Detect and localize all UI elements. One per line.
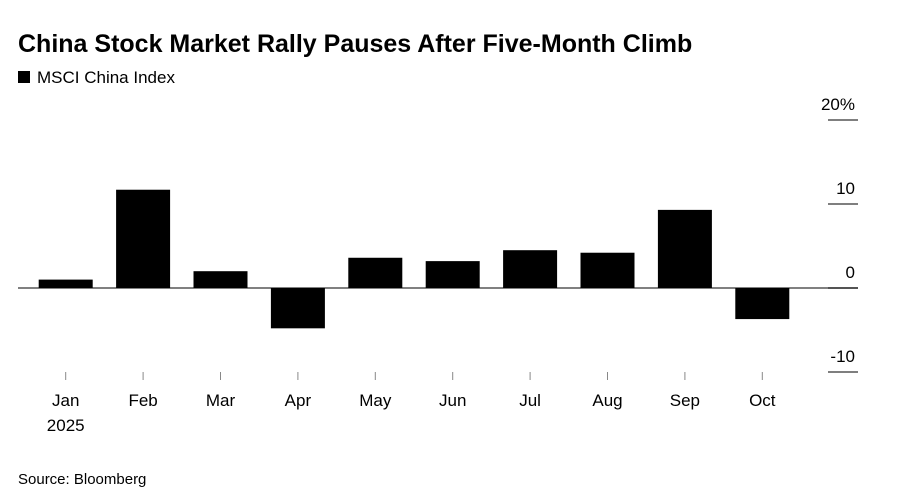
y-tick-label: 0 xyxy=(846,263,855,282)
x-tick-label: Feb xyxy=(128,391,157,410)
legend-label: MSCI China Index xyxy=(37,68,175,87)
x-tick-label: Sep xyxy=(670,391,700,410)
bar xyxy=(503,250,558,288)
bar xyxy=(580,252,635,288)
chart-title: China Stock Market Rally Pauses After Fi… xyxy=(18,30,692,58)
x-tick-label: Jul xyxy=(519,391,541,410)
bar xyxy=(348,257,403,288)
y-tick-label: 10 xyxy=(836,179,855,198)
x-tick-label: Apr xyxy=(285,391,312,410)
bar xyxy=(270,288,325,329)
x-tick-label: Jan xyxy=(52,391,79,410)
bar xyxy=(735,288,790,320)
bar xyxy=(116,189,171,288)
x-tick-label: Aug xyxy=(592,391,622,410)
bar xyxy=(425,261,480,288)
x-tick-label: Mar xyxy=(206,391,236,410)
bar xyxy=(193,271,248,288)
x-tick-label: Jun xyxy=(439,391,466,410)
y-tick-label: -10 xyxy=(830,347,855,366)
bar xyxy=(38,279,93,288)
legend-swatch xyxy=(18,71,30,83)
bar xyxy=(657,209,712,288)
y-tick-label: 20% xyxy=(821,95,855,114)
year-label: 2025 xyxy=(47,416,85,435)
source: Source: Bloomberg xyxy=(18,471,146,488)
x-tick-label: Oct xyxy=(749,391,776,410)
x-tick-label: May xyxy=(359,391,392,410)
